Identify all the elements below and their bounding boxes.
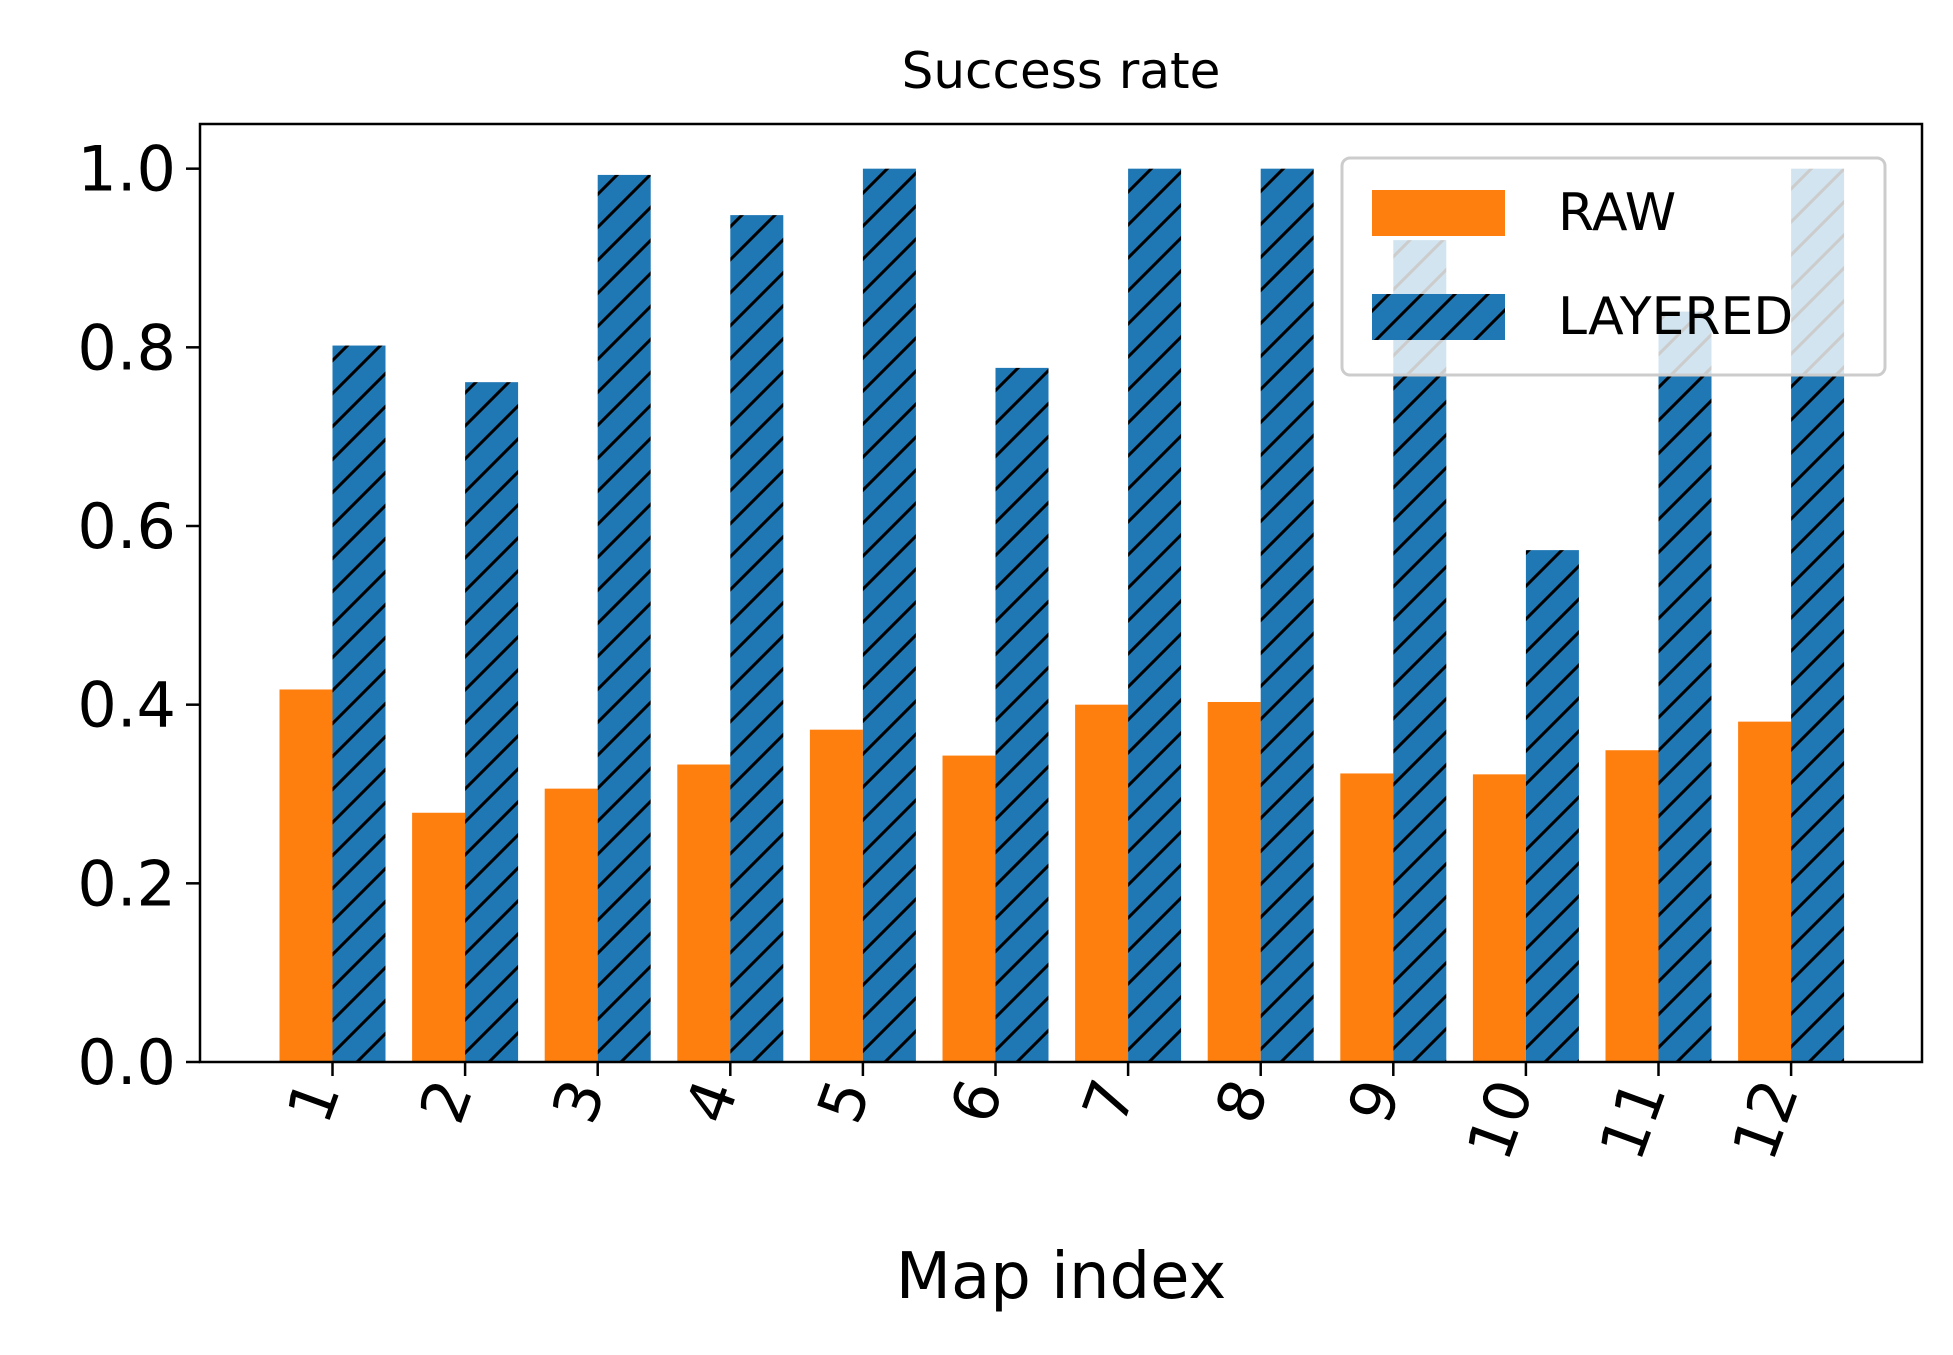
x-tick-label: 12 <box>1718 1070 1814 1169</box>
x-tick-label: 8 <box>1201 1070 1283 1132</box>
bar-layered-4 <box>730 215 784 1062</box>
plot-frame <box>198 122 1924 1064</box>
x-tick-label: 4 <box>670 1070 752 1132</box>
bar-layered-2 <box>465 382 519 1062</box>
bar-raw-1 <box>279 689 333 1062</box>
legend-swatch-layered <box>1372 294 1505 340</box>
bar-raw-4 <box>677 764 731 1062</box>
bar-layered-8 <box>1260 168 1314 1062</box>
bar-raw-2 <box>412 812 466 1062</box>
bar-layered-7 <box>1128 168 1182 1062</box>
bar-raw-3 <box>544 788 598 1062</box>
chart-title: Success rate <box>902 42 1221 100</box>
y-tick-label: 0.6 <box>77 490 176 563</box>
bar-raw-9 <box>1340 773 1394 1062</box>
x-tick-label: 2 <box>405 1070 487 1132</box>
y-tick-label: 0.4 <box>77 669 176 742</box>
legend-label-layered: LAYERED <box>1558 287 1793 347</box>
bar-layered-9 <box>1393 240 1447 1063</box>
x-tick-label: 9 <box>1333 1070 1415 1132</box>
x-tick-label: 6 <box>936 1070 1018 1132</box>
x-tick-label: 1 <box>273 1070 355 1132</box>
y-tick-label: 1.0 <box>77 133 176 206</box>
bar-raw-5 <box>809 729 863 1062</box>
bar-raw-8 <box>1207 701 1261 1062</box>
bar-layered-3 <box>597 174 651 1063</box>
y-tick-label: 0.8 <box>77 311 176 384</box>
bar-layered-5 <box>862 168 916 1062</box>
x-tick-label: 11 <box>1585 1070 1681 1169</box>
bar-raw-11 <box>1605 750 1659 1062</box>
bar-raw-10 <box>1472 774 1526 1062</box>
bar-layered-11 <box>1658 311 1712 1063</box>
bar-layered-1 <box>332 345 386 1063</box>
y-tick-label: 0.2 <box>77 847 176 920</box>
legend-swatch-raw <box>1372 190 1505 236</box>
legend-label-raw: RAW <box>1558 183 1676 243</box>
x-axis-label: Map index <box>896 1240 1227 1314</box>
x-tick-label: 7 <box>1068 1070 1150 1132</box>
legend: RAW LAYERED <box>1340 156 1887 377</box>
x-tick-label: 5 <box>803 1070 885 1132</box>
bar-layered-6 <box>995 367 1049 1062</box>
bar-layered-10 <box>1525 550 1579 1062</box>
bar-raw-12 <box>1738 721 1792 1062</box>
y-tick-label: 0.0 <box>77 1026 176 1099</box>
x-tick-label: 10 <box>1452 1070 1548 1169</box>
bar-raw-6 <box>942 755 996 1062</box>
x-tick-label: 3 <box>538 1070 620 1132</box>
bar-raw-7 <box>1075 704 1129 1062</box>
